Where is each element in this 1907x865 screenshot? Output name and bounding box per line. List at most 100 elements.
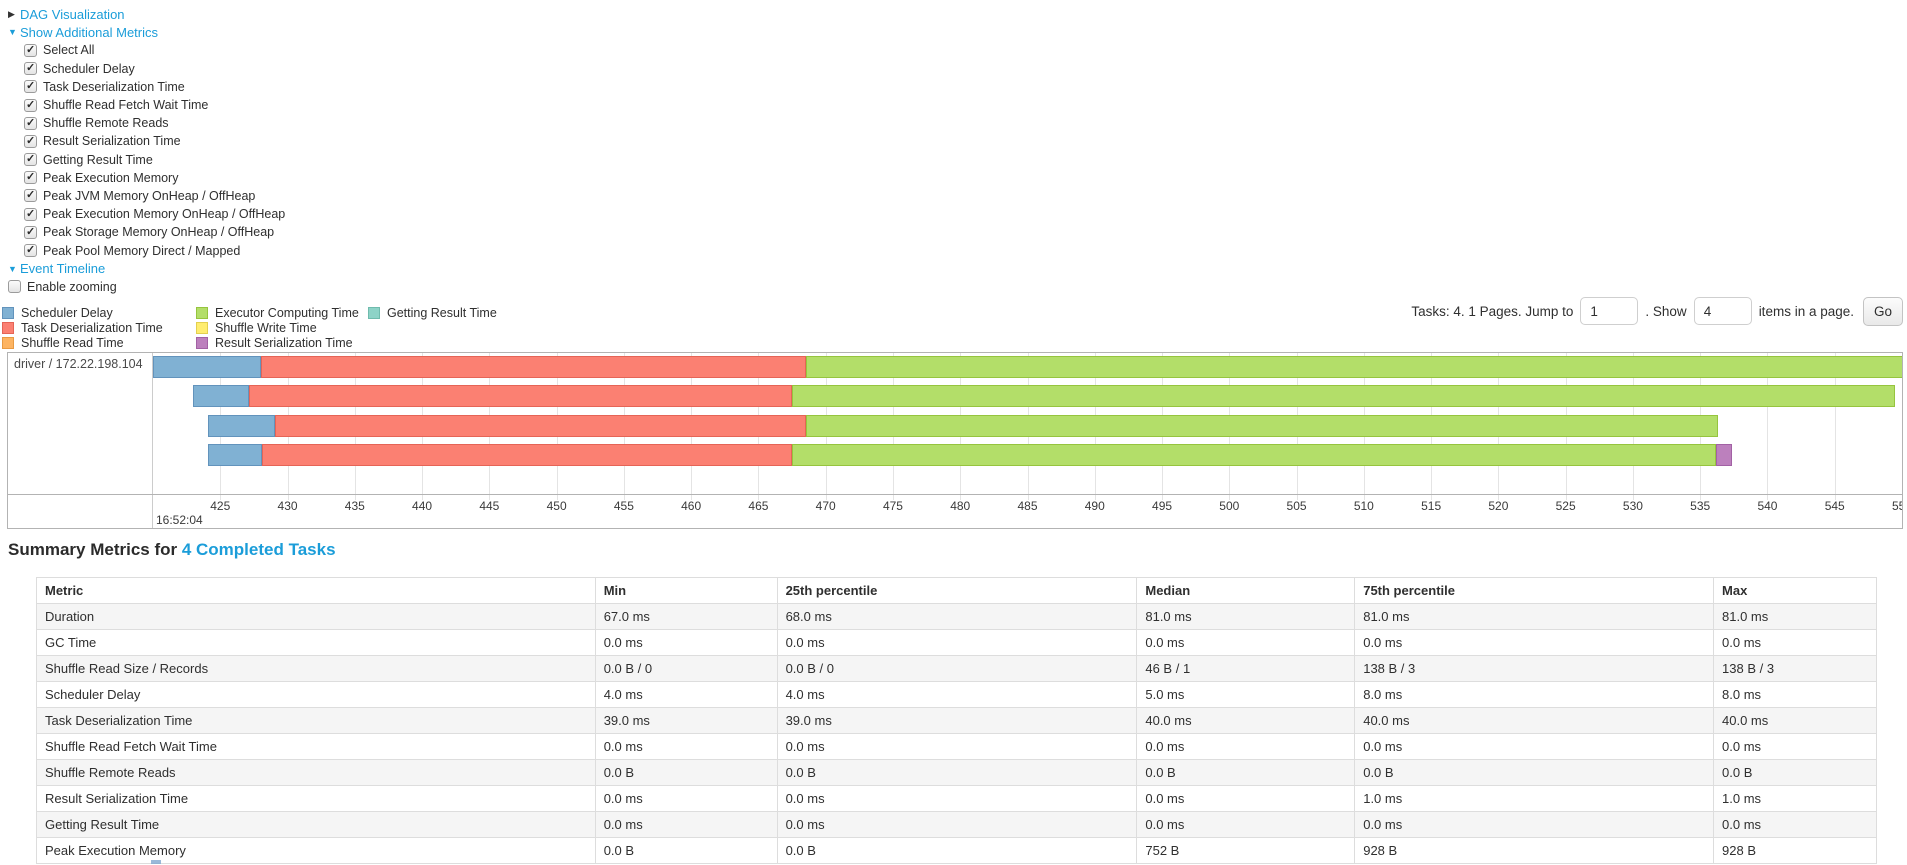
computing-swatch-icon — [196, 307, 208, 320]
task-bar-segment-scheduler_delay[interactable] — [153, 356, 261, 378]
metric-checkbox-label: Shuffle Read Fetch Wait Time — [43, 98, 209, 113]
getting_result-swatch-icon — [368, 307, 380, 320]
executor-label-column: driver / 172.22.198.104 — [8, 353, 153, 528]
metric-value-cell: 0.0 ms — [1136, 629, 1356, 656]
event-timeline-toggle[interactable]: ▼ Event Timeline — [8, 260, 285, 278]
show-additional-metrics-link[interactable]: Show Additional Metrics — [20, 24, 159, 40]
metric-checkbox[interactable] — [24, 244, 37, 258]
executor-label: driver / 172.22.198.104 — [14, 357, 143, 371]
metric-value-cell: 0.0 ms — [776, 733, 1138, 760]
metric-value-cell: 752 B — [1136, 837, 1356, 864]
metric-checkbox-row[interactable]: Result Serialization Time — [8, 132, 285, 150]
metric-value-cell: 40.0 ms — [1136, 707, 1356, 734]
task-bar-segment-computing[interactable] — [792, 385, 1896, 408]
metric-value-cell: 0.0 ms — [1713, 629, 1877, 656]
metric-checkbox[interactable] — [24, 116, 37, 130]
task-bar-segment-computing[interactable] — [805, 356, 1902, 378]
metric-value-cell: 0.0 ms — [1354, 629, 1715, 656]
legend-column: Scheduler Delay Task Deserialization Time… — [2, 306, 163, 350]
metric-checkbox-row[interactable]: Select All — [8, 41, 285, 59]
metric-checkbox[interactable] — [24, 207, 37, 221]
completed-tasks-link[interactable]: 4 Completed Tasks — [181, 540, 336, 559]
metric-checkbox-row[interactable]: Shuffle Remote Reads — [8, 114, 285, 132]
axis-tick-label: 490 — [1084, 499, 1105, 513]
metric-checkbox-row[interactable]: Task Deserialization Time — [8, 78, 285, 96]
metric-checkbox[interactable] — [24, 225, 37, 239]
task-bar-segment-deserialization[interactable] — [248, 385, 793, 408]
metric-checkbox-row[interactable]: Scheduler Delay — [8, 60, 285, 78]
column-header: Metric — [36, 577, 596, 604]
legend-label: Shuffle Read Time — [21, 335, 124, 350]
column-header: Min — [594, 577, 778, 604]
metric-value-cell: 39.0 ms — [776, 707, 1138, 734]
dag-visualization-toggle[interactable]: ▶ DAG Visualization — [8, 5, 285, 23]
metric-checkbox[interactable] — [24, 189, 37, 203]
metric-checkbox-row[interactable]: Peak Storage Memory OnHeap / OffHeap — [8, 223, 285, 241]
task-bar-segment-deserialization[interactable] — [275, 414, 806, 437]
task-bar-segment-computing[interactable] — [792, 443, 1717, 466]
enable-zooming-label: Enable zooming — [27, 279, 117, 294]
table-header-row: Metric Min 25th percentile Median 75th perce… — [36, 577, 1877, 604]
metric-checkbox[interactable] — [24, 171, 37, 185]
task-bar-segment-scheduler_delay[interactable] — [193, 385, 249, 408]
metric-checkbox-row[interactable]: Peak JVM Memory OnHeap / OffHeap — [8, 187, 285, 205]
legend-item-deserialization: Task Deserialization Time — [2, 321, 163, 336]
show-additional-metrics-toggle[interactable]: ▼ Show Additional Metrics — [8, 23, 285, 41]
legend-label: Getting Result Time — [387, 306, 497, 321]
metric-value-cell: 0.0 B — [1713, 759, 1877, 786]
metric-checkbox-row[interactable]: Peak Pool Memory Direct / Mapped — [8, 241, 285, 259]
metric-checkbox-row[interactable]: Peak Execution Memory — [8, 169, 285, 187]
jump-to-page-input[interactable] — [1580, 297, 1639, 325]
column-header: 25th percentile — [776, 577, 1138, 604]
task-bar-segment-computing[interactable] — [805, 414, 1718, 437]
task-bar-segment-deserialization[interactable] — [261, 443, 793, 466]
metric-value-cell: 0.0 ms — [594, 733, 778, 760]
table-row: Getting Result Time 0.0 ms 0.0 ms 0.0 ms 0.0… — [36, 811, 1877, 838]
task-bar-segment-serialization[interactable] — [1716, 443, 1733, 466]
gridline — [1902, 353, 1903, 500]
go-button[interactable]: Go — [1863, 296, 1903, 326]
shuffle_write-swatch-icon — [196, 322, 208, 335]
pagination-show-label: . Show — [1645, 303, 1687, 319]
metric-value-cell: 0.0 B — [594, 759, 778, 786]
metric-checkbox-row[interactable]: Peak Execution Memory OnHeap / OffHeap — [8, 205, 285, 223]
metric-value-cell: 0.0 ms — [776, 811, 1138, 838]
legend-label: Executor Computing Time — [215, 306, 359, 321]
shuffle_read-swatch-icon — [2, 336, 14, 349]
metric-checkbox[interactable] — [24, 62, 37, 76]
metric-name-cell: Getting Result Time — [36, 811, 596, 838]
axis-tick-label: 530 — [1622, 499, 1643, 513]
metric-value-cell: 1.0 ms — [1354, 785, 1715, 812]
expanded-arrow-icon: ▼ — [8, 263, 17, 274]
table-row: Result Serialization Time 0.0 ms 0.0 ms 0.0… — [36, 785, 1877, 812]
metric-checkbox[interactable] — [24, 80, 37, 94]
axis-tick-label: 465 — [748, 499, 769, 513]
metric-value-cell: 67.0 ms — [594, 603, 778, 630]
metric-name-cell: Task Deserialization Time — [36, 707, 596, 734]
metric-value-cell: 928 B — [1354, 837, 1715, 864]
task-bar-segment-scheduler_delay[interactable] — [208, 414, 276, 437]
task-bar-segment-scheduler_delay[interactable] — [208, 443, 262, 466]
metric-value-cell: 0.0 ms — [1354, 733, 1715, 760]
dag-visualization-link[interactable]: DAG Visualization — [20, 6, 125, 22]
items-per-page-input[interactable] — [1693, 297, 1752, 325]
axis-tick-label: 430 — [277, 499, 298, 513]
metric-value-cell: 0.0 ms — [594, 811, 778, 838]
metric-checkbox[interactable] — [24, 43, 37, 57]
metric-checkbox-row[interactable]: Getting Result Time — [8, 151, 285, 169]
enable-zooming-row[interactable]: Enable zooming — [8, 278, 285, 296]
metric-value-cell: 81.0 ms — [1354, 603, 1715, 630]
metric-value-cell: 68.0 ms — [776, 603, 1138, 630]
axis-tick-label: 475 — [882, 499, 903, 513]
metric-checkbox[interactable] — [24, 98, 37, 112]
axis-tick-label: 485 — [1017, 499, 1038, 513]
enable-zooming-checkbox[interactable] — [8, 280, 21, 294]
metric-checkbox[interactable] — [24, 134, 37, 148]
task-bar-segment-deserialization[interactable] — [260, 356, 806, 378]
metric-checkbox-row[interactable]: Shuffle Read Fetch Wait Time — [8, 96, 285, 114]
table-row: Peak Execution Memory 0.0 B 0.0 B 752 B 928 … — [36, 837, 1877, 864]
metric-value-cell: 0.0 ms — [1354, 811, 1715, 838]
metric-checkbox[interactable] — [24, 153, 37, 167]
metric-name-cell: Duration — [36, 603, 596, 630]
event-timeline-link[interactable]: Event Timeline — [20, 261, 106, 277]
